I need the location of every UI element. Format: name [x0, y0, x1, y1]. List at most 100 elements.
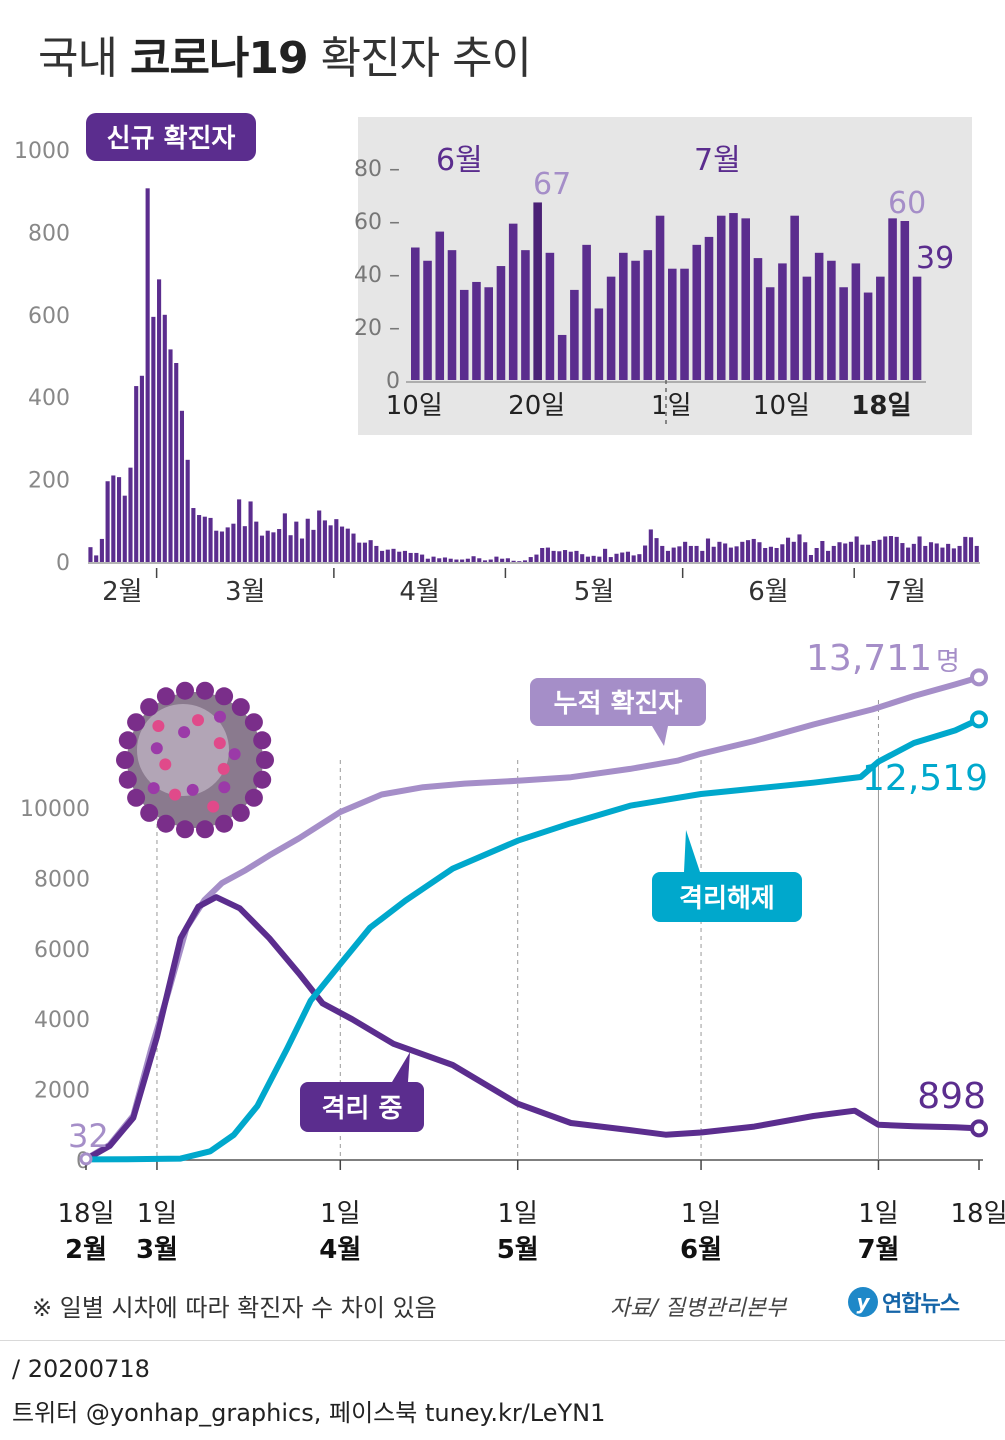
footnote: ※ 일별 시차에 따라 확진자 수 차이 있음 [32, 1294, 437, 1322]
daily-bar [917, 536, 922, 562]
daily-bar [197, 515, 202, 562]
daily-bar [814, 547, 819, 562]
inset-bar [606, 276, 616, 380]
virus-spike [140, 698, 159, 717]
cumulative-callout-bg [530, 678, 706, 726]
daily-bar [900, 543, 905, 562]
line-end-marker [970, 710, 988, 729]
virus-spike [156, 687, 175, 706]
inset-bar [765, 287, 775, 380]
daily-bar [265, 530, 270, 562]
top-x-month-label: 2월 [102, 577, 142, 607]
title-bold: 코로나19 [129, 33, 309, 84]
daily-bar [317, 510, 322, 562]
daily-bar [871, 540, 876, 562]
inset-bar [545, 252, 555, 380]
top-y-tick-label: 400 [28, 386, 70, 411]
daily-bar [288, 535, 293, 562]
daily-bar [425, 558, 430, 562]
daily-bar [763, 547, 768, 562]
daily-bar [219, 531, 225, 562]
line-x-day-label: 1일 [497, 1199, 537, 1229]
daily-bar [420, 554, 425, 562]
daily-bar [940, 547, 945, 562]
daily-bar [99, 538, 104, 562]
cumulative-callout: 누적 확진자 [530, 678, 706, 746]
daily-bar [488, 559, 493, 562]
daily-bar [368, 540, 373, 562]
top-y-tick-label: 0 [56, 551, 70, 576]
daily-bar [866, 544, 871, 562]
daily-bar [946, 543, 951, 562]
daily-bar [242, 526, 247, 562]
virus-spike [244, 788, 263, 807]
daily-bar [511, 560, 516, 562]
virus-spike [253, 770, 272, 789]
virus-spike [118, 770, 137, 789]
daily-bar [831, 545, 836, 562]
daily-bar [717, 541, 722, 562]
source-credit: 자료/ 질병관리본부 [610, 1296, 787, 1321]
virus-surface-protein [218, 781, 231, 794]
cumulative-end-label: 13,711 [806, 638, 932, 679]
inset-bar [876, 276, 885, 380]
daily-bar [185, 459, 190, 562]
daily-bar [139, 375, 144, 562]
inset-month-june: 6월 [436, 143, 483, 178]
footer-social: 트위터 @yonhap_graphics, 페이스북 tuney.kr/LeYN… [12, 1399, 606, 1427]
daily-bar [562, 550, 568, 562]
top-x-month-label: 6월 [748, 577, 788, 607]
daily-bar [505, 558, 510, 562]
daily-bar [259, 535, 265, 562]
daily-bar [214, 530, 219, 562]
title-suffix: 확진자 추이 [320, 33, 532, 84]
inset-bar [692, 244, 702, 380]
footer-date: / 20200718 [12, 1355, 150, 1383]
daily-bar [357, 542, 362, 562]
daily-bar [454, 559, 459, 562]
virus-surface-protein [192, 714, 204, 727]
top-y-tick-label: 1000 [14, 139, 70, 164]
line-y-tick-label: 6000 [34, 938, 90, 963]
daily-bar [391, 548, 396, 562]
line-x-day-label: 18일 [950, 1199, 1005, 1229]
daily-bar [334, 519, 339, 562]
virus-spike [253, 731, 272, 750]
line-x-day-label: 18일 [57, 1199, 114, 1229]
inset-bar [863, 292, 873, 380]
daily-bar [603, 548, 608, 562]
daily-bar [728, 547, 733, 562]
daily-bar [820, 540, 825, 562]
inset-bar [802, 276, 812, 380]
inset-chart: 0 20 – 40 – 60 – 80 – 10일 20일 1일 10일 18일 6월 7월 6… [354, 117, 972, 435]
isolated-callout-bg [300, 1082, 424, 1132]
daily-bar [471, 556, 476, 562]
inset-y-tick-label: 0 [386, 369, 400, 394]
top-x-month-label: 5월 [574, 577, 614, 607]
virus-surface-protein [178, 726, 191, 739]
daily-bar [208, 517, 213, 562]
daily-bar [683, 541, 688, 562]
daily-bar [128, 467, 133, 562]
daily-bar [179, 410, 185, 562]
line-x-day-label: 1일 [137, 1199, 177, 1229]
daily-bar [906, 547, 911, 562]
daily-bar [791, 541, 796, 562]
daily-bar [774, 547, 779, 562]
daily-bar [843, 543, 848, 562]
daily-bar [191, 508, 196, 562]
virus-surface-protein [207, 800, 220, 813]
daily-bar [534, 554, 539, 562]
inset-bar [814, 252, 824, 380]
daily-bar [854, 536, 859, 562]
virus-spike [140, 803, 159, 822]
inset-bar [411, 247, 420, 380]
daily-bar [574, 550, 579, 562]
virus-spike [231, 698, 250, 717]
daily-bar [837, 542, 842, 562]
daily-bar [694, 545, 699, 562]
daily-bar [122, 495, 127, 562]
daily-bar [414, 552, 419, 562]
inset-y-tick-label: 80 – [354, 157, 400, 182]
inset-bar [484, 287, 493, 380]
